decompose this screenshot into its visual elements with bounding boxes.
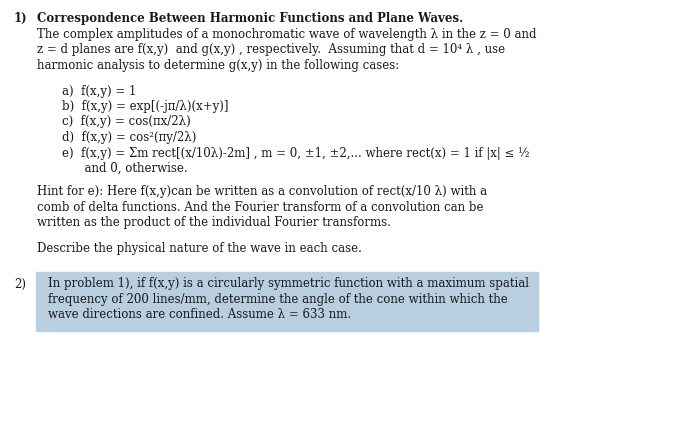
Text: and 0, otherwise.: and 0, otherwise.: [62, 161, 188, 175]
Text: a)  f(x,y) = 1: a) f(x,y) = 1: [62, 84, 136, 97]
Text: In problem 1), if f(x,y) is a circularly symmetric function with a maximum spati: In problem 1), if f(x,y) is a circularly…: [48, 277, 529, 290]
FancyBboxPatch shape: [36, 272, 538, 331]
Text: written as the product of the individual Fourier transforms.: written as the product of the individual…: [37, 216, 391, 229]
Text: 2): 2): [14, 277, 26, 290]
Text: b)  f(x,y) = exp[(-jπ/λ)(x+y)]: b) f(x,y) = exp[(-jπ/λ)(x+y)]: [62, 100, 229, 113]
Text: Describe the physical nature of the wave in each case.: Describe the physical nature of the wave…: [37, 242, 362, 254]
Text: wave directions are confined. Assume λ = 633 nm.: wave directions are confined. Assume λ =…: [48, 308, 351, 321]
Text: Hint for e): Here f(x,y)can be written as a convolution of rect(x/10 λ) with a: Hint for e): Here f(x,y)can be written a…: [37, 185, 487, 198]
Text: 1): 1): [14, 12, 28, 25]
Text: frequency of 200 lines/mm, determine the angle of the cone within which the: frequency of 200 lines/mm, determine the…: [48, 292, 508, 305]
Text: Correspondence Between Harmonic Functions and Plane Waves.: Correspondence Between Harmonic Function…: [37, 12, 463, 25]
Text: comb of delta functions. And the Fourier transform of a convolution can be: comb of delta functions. And the Fourier…: [37, 201, 483, 213]
Text: z = d planes are f(x,y)  and g(x,y) , respectively.  Assuming that d = 10⁴ λ , u: z = d planes are f(x,y) and g(x,y) , res…: [37, 43, 505, 56]
Text: The complex amplitudes of a monochromatic wave of wavelength λ in the z = 0 and: The complex amplitudes of a monochromati…: [37, 28, 536, 41]
Text: e)  f(x,y) = Σm rect[(x/10λ)-2m] , m = 0, ±1, ±2,... where rect(x) = 1 if |x| ≤ : e) f(x,y) = Σm rect[(x/10λ)-2m] , m = 0,…: [62, 146, 529, 159]
Text: c)  f(x,y) = cos(πx/2λ): c) f(x,y) = cos(πx/2λ): [62, 115, 191, 128]
Text: d)  f(x,y) = cos²(πy/2λ): d) f(x,y) = cos²(πy/2λ): [62, 131, 196, 144]
Text: harmonic analysis to determine g(x,y) in the following cases:: harmonic analysis to determine g(x,y) in…: [37, 59, 399, 72]
